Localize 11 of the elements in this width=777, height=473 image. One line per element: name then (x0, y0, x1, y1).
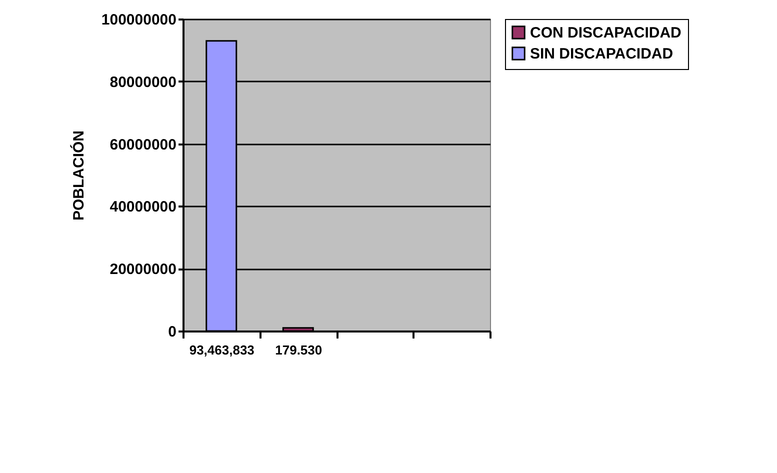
y-tick-label: 40000000 (110, 198, 176, 216)
legend-label: CON DISCAPACIDAD (530, 24, 682, 42)
x-tick-label: 93,463,833 (189, 342, 254, 358)
y-tick-label: 0 (168, 324, 176, 340)
y-tick-label: 80000000 (110, 74, 176, 91)
y-axis-title: POBLACIÓN (69, 130, 88, 220)
y-tick-label: 100000000 (101, 12, 176, 28)
x-tick-label: 179.530 (275, 342, 322, 358)
y-tick-label: 20000000 (110, 261, 176, 278)
y-tick-label: 60000000 (110, 136, 176, 154)
legend-label: SIN DISCAPACIDAD (530, 46, 674, 62)
